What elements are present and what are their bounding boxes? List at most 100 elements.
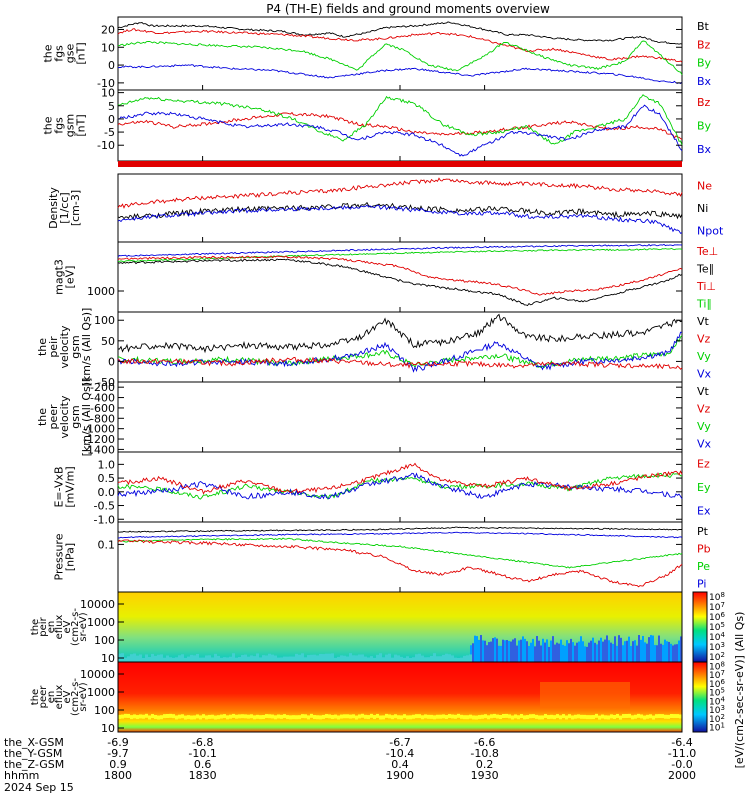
spectrogram-cell [304,657,307,662]
spectrogram-cell [199,715,202,720]
spectrogram-cell [484,640,486,662]
spectrogram-cell [307,655,310,662]
spectrogram-cell [658,714,661,719]
legend-Vt: Vt [697,385,710,398]
series-group [117,313,683,373]
series-Vx [117,331,683,373]
spectrogram-cell [676,714,679,719]
spectrogram-cell [616,645,618,662]
spectrogram-cell [343,714,346,719]
spectrogram-cell [307,715,310,720]
spectrogram-cell [475,715,478,720]
spectrogram-cell [592,637,594,662]
footer-row-label: the_X-GSM [4,736,64,749]
spectrogram-cell [361,654,364,662]
spectrogram-cell [322,714,325,719]
series-Npot [117,204,683,234]
ytick-label: -1000 [83,423,115,436]
ylabel-line: magt3 [53,259,66,295]
ytick-label: -50 [97,376,115,389]
spectrogram-cell [214,715,217,720]
spectrogram-cell [630,646,632,662]
series-group [117,243,683,307]
spectrogram-cell [583,714,586,719]
spectrogram-cell [655,714,658,719]
ytick-label: -1400 [83,443,115,456]
ytick-label: -600 [90,402,115,415]
legend-Bt: Bt [697,20,710,33]
spectrogram-cell [157,654,160,662]
spectrogram-cell [640,639,642,662]
spectrogram-cell [409,715,412,720]
spectrogram-cell [514,638,516,662]
spectrogram-cell [226,715,229,720]
spectrogram-cell [406,715,409,720]
spectrogram-cell [496,638,498,662]
spectrogram-cell [367,715,370,720]
spectrogram-cell [259,715,262,720]
spectrogram-cell [190,715,193,720]
spectrogram-cell [379,715,382,720]
spectrogram-cell [556,642,558,662]
footer-row-label: the_Z-GSM [4,758,64,771]
spectrogram-cell [304,714,307,719]
legend-Te⊥: Te⊥ [696,245,718,258]
spectrogram-cell [196,714,199,719]
spectrogram-cell [331,653,334,662]
footer-value: -0.0 [671,758,692,771]
spectrogram-cell [673,714,676,719]
ylabel-line: velocity [58,395,71,438]
spectrogram-cell [370,656,373,662]
spectrogram-cell [571,715,574,720]
spectrogram-cell [406,656,409,662]
spectrogram-cell [436,656,439,662]
spectrogram-cell [636,645,638,662]
spectrogram-cell [184,715,187,720]
spectrogram-cell [370,713,373,718]
spectrogram-cell [562,644,564,662]
spectrogram-cell [631,715,634,720]
legend-By: By [697,57,712,70]
spectrogram-cell [589,715,592,720]
spectrogram-cell [634,640,636,662]
spectrogram-cell [256,714,259,719]
spectrogram-cell [522,636,524,662]
footer-value: 1800 [104,769,132,782]
ytick-label: 1000 [87,616,115,629]
spectrogram-cell [283,656,286,662]
spectrogram-cell [559,715,562,720]
panel-6: -200-400-600-800-1000-1200-1400 thepeerve… [36,378,712,457]
spectrogram-cell [235,714,238,719]
spectrogram-cell [184,657,187,662]
spectrogram-cell [142,714,145,719]
spectrogram-cell [238,656,241,662]
spectrogram-cell [451,655,454,662]
spectrogram-cell [232,653,235,662]
spectrogram-cell [608,640,610,662]
spectrogram-cell [570,638,572,662]
footer-value: -6.4 [671,736,692,749]
spectrogram-cell [650,635,652,662]
spectrogram-cell [463,655,466,662]
spectrogram-cell [499,715,502,720]
panel-frame [117,16,683,91]
spectrogram-cell [652,635,654,662]
legend-Pt: Pt [697,525,709,538]
spectrogram-cell [586,646,588,662]
footer-value: -10.8 [470,747,498,760]
series-Bx [117,104,683,157]
spectrogram-cell [554,644,556,662]
footer-value: -6.7 [389,736,410,749]
spectrogram-cell [470,645,472,662]
spectrogram-cell [124,713,127,718]
spectrogram-cell [638,635,640,662]
spectrogram-cell [175,715,178,720]
ytick-label: 0 [108,113,115,126]
spectrogram-cell [486,645,488,662]
spectrogram-cell [310,654,313,662]
spectrogram-cell [632,641,634,662]
spectrogram-cell [558,643,560,662]
ytick-label: -200 [90,381,115,394]
spectrogram-cell [136,655,139,662]
spectrogram-cell [346,714,349,719]
